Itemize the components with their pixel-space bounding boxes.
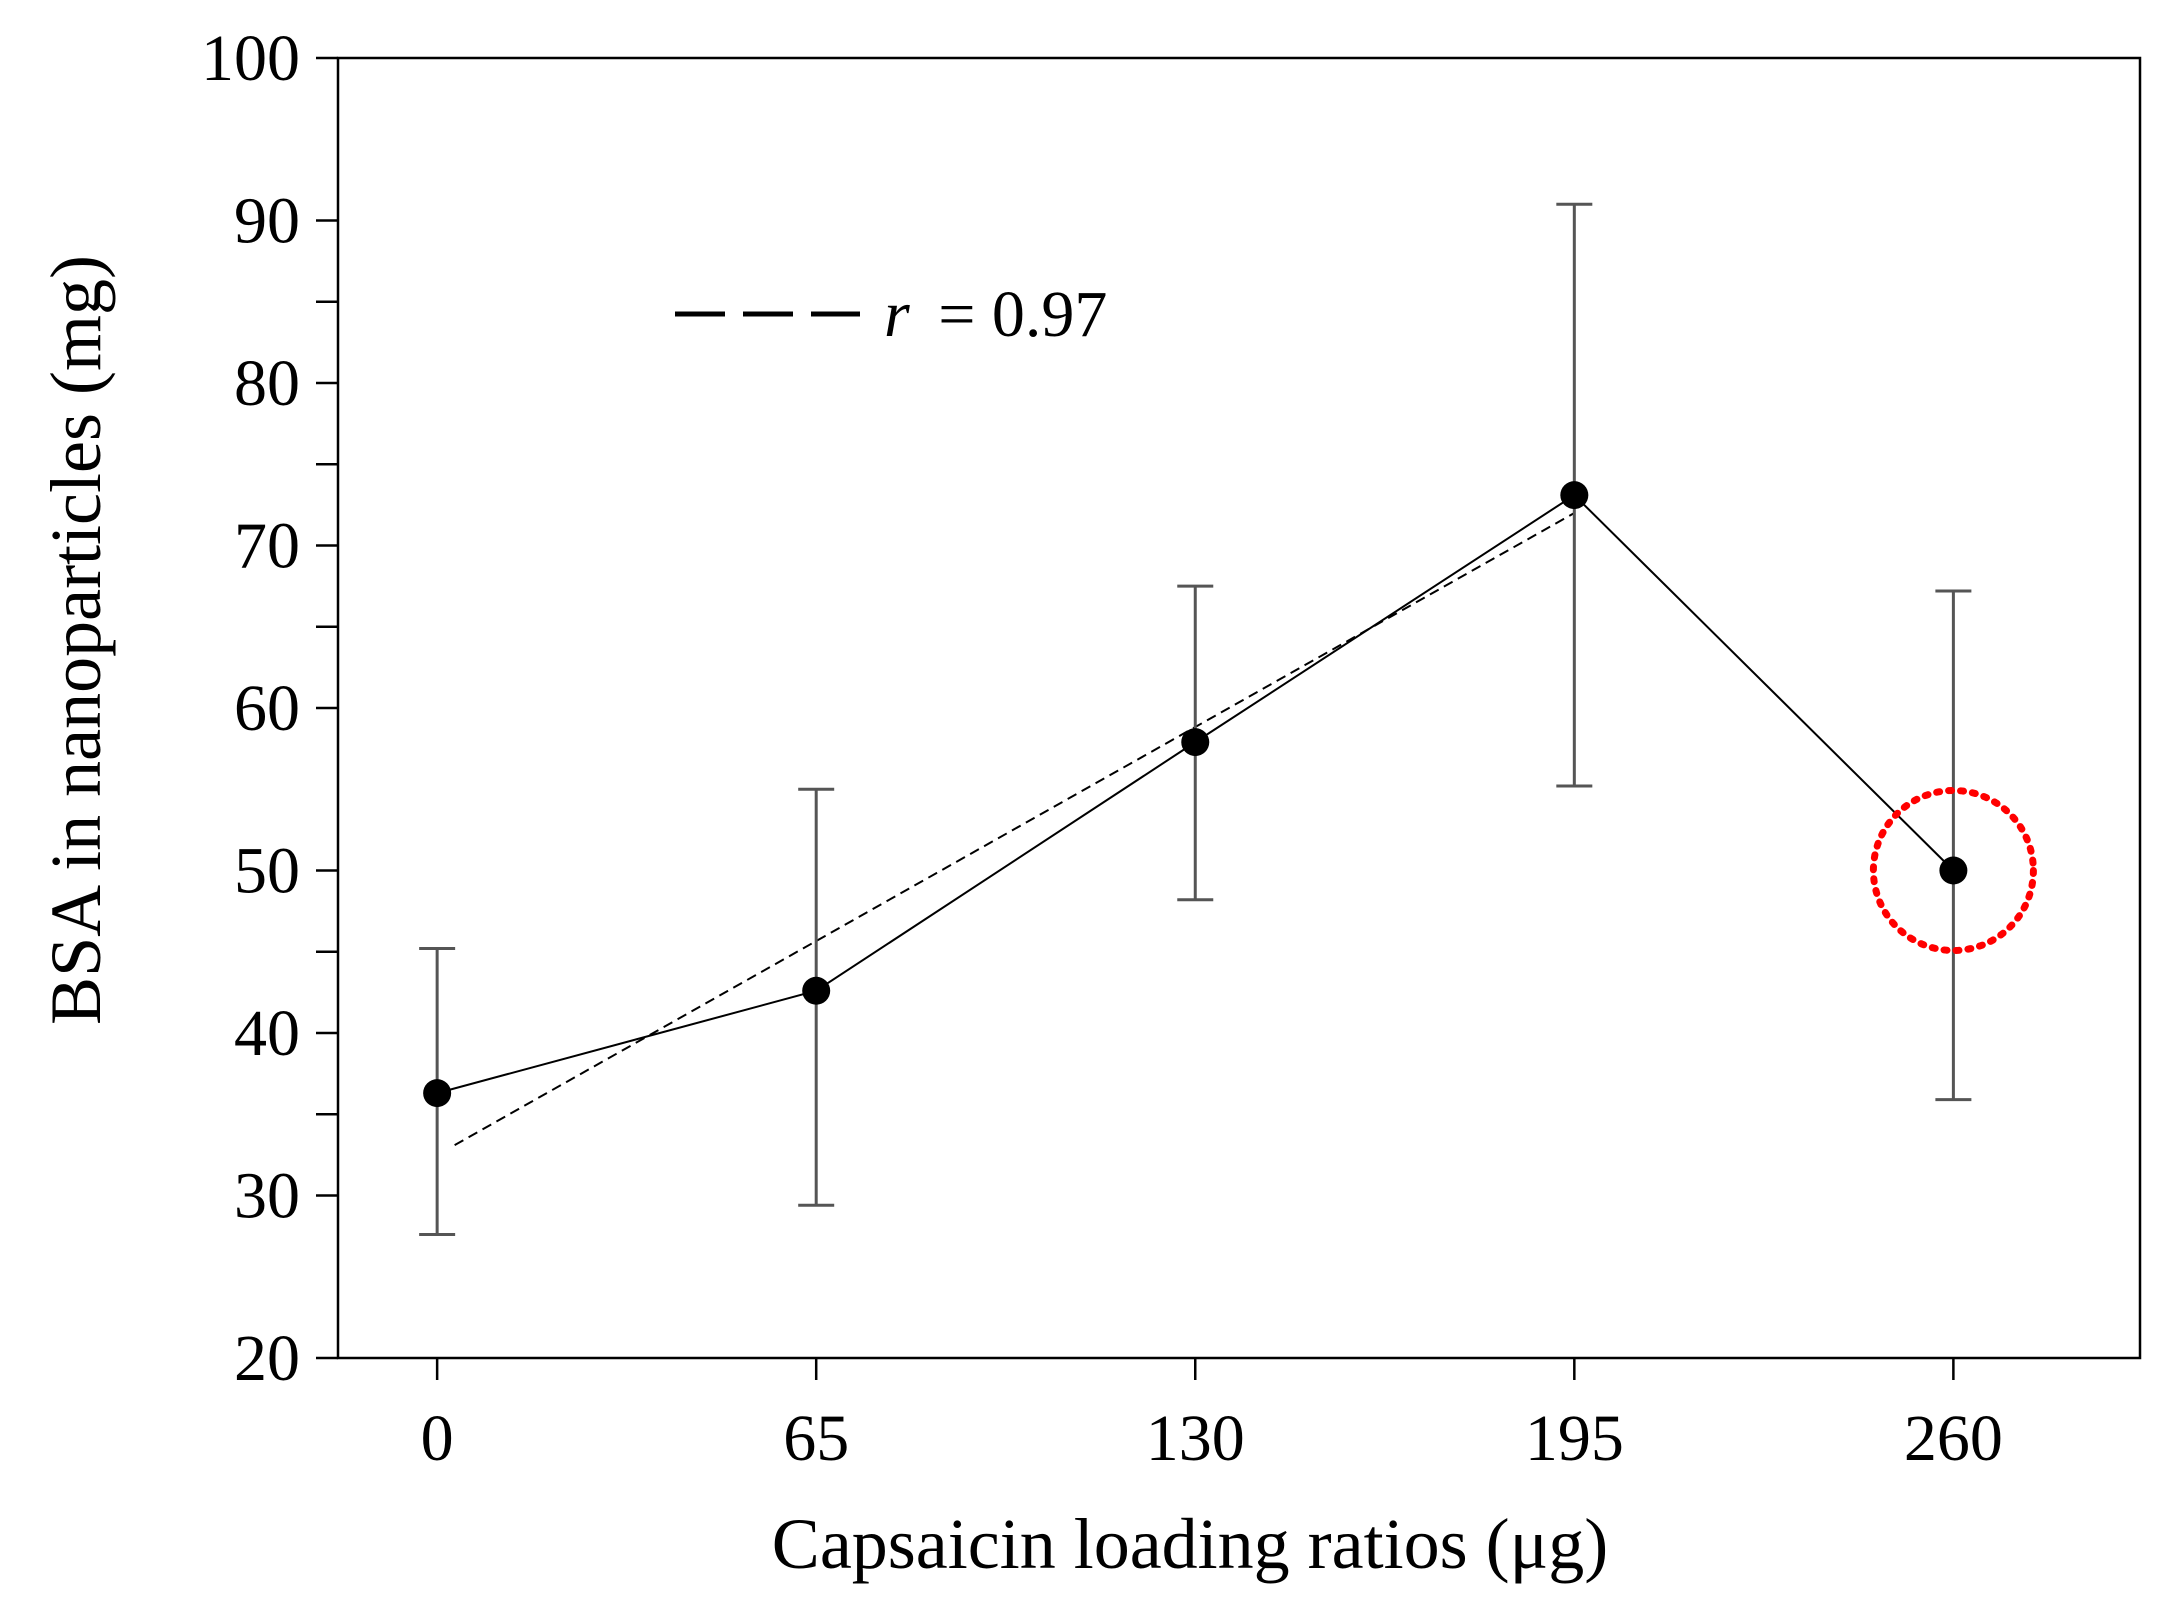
x-tick-label: 0	[421, 1402, 454, 1475]
y-axis-title: BSA in nanoparticles (mg)	[36, 255, 116, 1025]
x-tick-label: 260	[1904, 1402, 2003, 1475]
fit-line	[454, 512, 1575, 1146]
fit-line-layer	[454, 512, 1575, 1146]
y-tick-label: 70	[234, 510, 300, 583]
highlight-circle	[1869, 787, 2037, 954]
y-tick-label: 20	[234, 1322, 300, 1395]
x-tick-label: 130	[1146, 1402, 1245, 1475]
y-tick-label: 80	[234, 347, 300, 420]
series-layer	[419, 202, 1972, 1236]
legend: r = 0.97	[675, 278, 1107, 351]
x-axis-ticks: 0 65 130 195 260	[421, 1358, 2003, 1475]
y-tick-label: 90	[234, 185, 300, 258]
data-point	[1560, 481, 1589, 510]
legend-label: r = 0.97	[884, 278, 1107, 351]
y-tick-label: 40	[234, 997, 300, 1070]
x-tick-label: 195	[1525, 1402, 1624, 1475]
data-point	[1181, 728, 1210, 757]
highlight-layer	[1869, 787, 2037, 954]
legend-r-value: = 0.97	[938, 278, 1107, 351]
y-tick-label: 100	[201, 22, 300, 95]
y-axis-ticks: 20 30 40 50 60 70 80 90 100	[201, 22, 338, 1395]
legend-r-symbol: r	[884, 278, 910, 351]
data-point	[423, 1079, 452, 1108]
y-tick-label: 30	[234, 1160, 300, 1233]
data-point	[802, 976, 831, 1005]
data-point	[1939, 856, 1968, 885]
y-tick-label: 60	[234, 672, 300, 745]
plot-frame	[336, 56, 2142, 1360]
x-tick-label: 65	[783, 1402, 849, 1475]
y-tick-label: 50	[234, 835, 300, 908]
x-axis-title: Capsaicin loading ratios (μg)	[772, 1504, 1608, 1584]
